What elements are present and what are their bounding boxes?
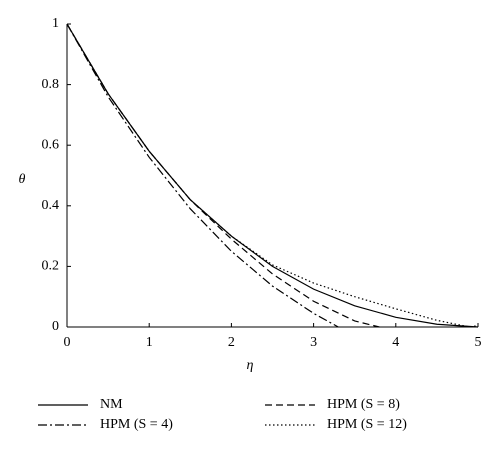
y-tick-label: 0 <box>52 319 59 334</box>
y-axis-label: θ <box>19 172 26 187</box>
x-tick-label: 3 <box>310 335 317 350</box>
x-tick-label: 4 <box>392 335 399 350</box>
x-tick-label: 1 <box>146 335 153 350</box>
y-tick-label: 0.8 <box>42 77 60 92</box>
line-series <box>66 23 479 328</box>
legend-label: HPM (S = 4) <box>100 417 173 432</box>
line-series <box>66 23 380 328</box>
line-series <box>66 23 479 328</box>
y-tick-label: 0.6 <box>42 137 60 152</box>
x-tick-label: 5 <box>475 335 482 350</box>
x-tick-label: 2 <box>228 335 235 350</box>
x-tick-label: 0 <box>64 335 71 350</box>
y-tick-label: 1 <box>52 16 59 31</box>
legend-label: HPM (S = 12) <box>327 417 407 432</box>
x-axis-label: η <box>247 358 254 373</box>
legend-label: NM <box>100 397 123 412</box>
line-series <box>66 23 339 328</box>
y-tick-label: 0.4 <box>42 198 60 213</box>
legend-label: HPM (S = 8) <box>327 397 400 412</box>
y-tick-label: 0.2 <box>42 259 60 274</box>
